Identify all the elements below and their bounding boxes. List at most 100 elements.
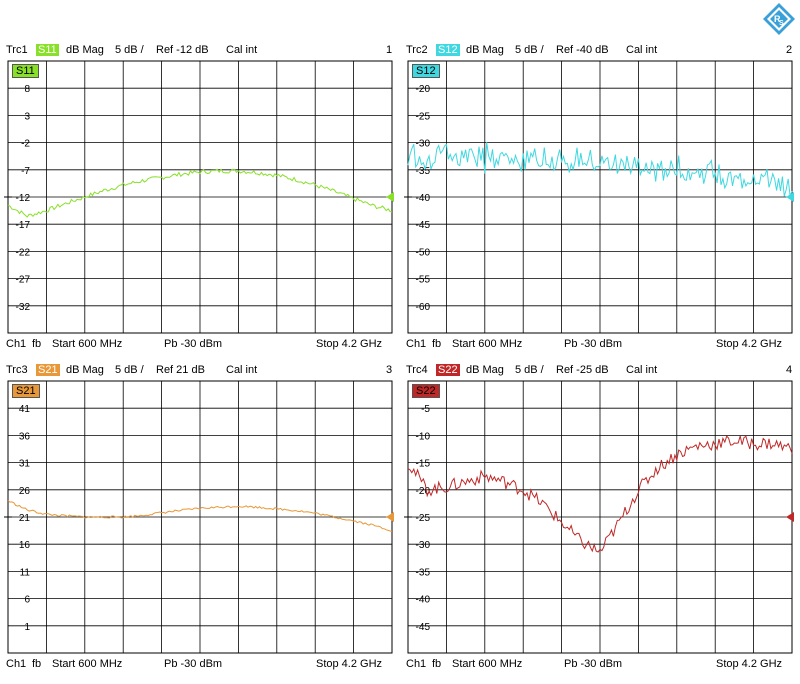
trace-plot: 8 3 -2 -7 -12 -17 -22 -27 -32 [4,60,394,334]
cal-label: Cal int [626,364,658,376]
trace-number: 4 [786,364,793,376]
y-tick-label: -25 [416,513,431,524]
trace-label: Trc2 [406,44,428,56]
trace-line-s11 [7,168,393,218]
y-tick-label: -20 [416,84,431,95]
stop-label: Stop 4.2 GHz [716,338,783,350]
param-chip[interactable]: S11 [36,44,59,56]
scale-label: 5 dB / [515,44,544,56]
power-label: Pb -30 dBm [564,658,623,670]
format-label: dB Mag [466,44,504,56]
y-tick-label: -55 [416,275,431,286]
y-tick-label: 6 [24,595,30,606]
ref-label: Ref -40 dB [556,44,609,56]
y-tick-label: -60 [416,302,431,313]
ref-label: Ref -25 dB [556,364,609,376]
trace-header: Trc3 S21 dB Mag 5 dB / Ref 21 dB Cal int 3 [2,360,398,378]
param-chip[interactable]: S21 [36,364,60,376]
y-tick-label: -12 [16,193,31,204]
start-label: Start 600 MHz [52,338,123,350]
y-tick-label: -35 [416,567,431,578]
trace-tag[interactable]: S12 [412,64,440,78]
channel-label: Ch1 [6,338,27,350]
cal-label: Cal int [626,44,658,56]
ref-marker-icon [786,512,794,522]
y-tick-label: -27 [16,275,31,286]
y-tick-label: 31 [19,459,31,470]
y-tick-label: -45 [416,220,431,231]
channel-footer: Ch1 fb Start 600 MHz Pb -30 dBm Stop 4.2 GHz [402,336,798,354]
svg-text:S: S [779,20,784,27]
trace-line-s21 [7,500,393,532]
channel-label: Ch1 [406,338,427,350]
y-tick-label: -15 [416,459,431,470]
y-tick-label: -17 [16,220,31,231]
power-label: Pb -30 dBm [164,658,223,670]
y-tick-label: 41 [19,404,31,415]
y-tick-label: -50 [416,247,431,258]
stop-label: Stop 4.2 GHz [316,658,383,670]
ref-marker-icon [386,192,394,202]
y-tick-label: -32 [16,302,31,313]
fb-label: fb [32,658,42,670]
y-tick-label: -30 [416,139,431,150]
trace-plot: -20 -25 -30 -35 -40 -45 -50 -55 -60 [404,60,794,334]
ref-marker-icon [386,512,394,522]
y-tick-label: -30 [416,540,431,551]
start-label: Start 600 MHz [452,338,523,350]
cal-label: Cal int [226,364,258,376]
trace-tag[interactable]: S21 [12,384,40,398]
format-label: dB Mag [66,364,104,376]
channel-footer: Ch1 fb Start 600 MHz Pb -30 dBm Stop 4.2 GHz [402,656,798,674]
y-tick-label: -2 [21,139,30,150]
y-tick-label: -7 [21,166,30,177]
trace-panel-3[interactable]: Trc3 S21 dB Mag 5 dB / Ref 21 dB Cal int 3 41 36… [2,360,400,680]
trace-header: Trc1 S11 dB Mag 5 dB / Ref -12 dB Cal int 1 [2,40,398,58]
y-tick-label: -10 [416,431,431,442]
y-tick-label: -5 [421,404,430,415]
channel-footer: Ch1 fb Start 600 MHz Pb -30 dBm Stop 4.2 GHz [2,656,398,674]
trace-number: 1 [386,44,393,56]
trace-tag[interactable]: S22 [412,384,440,398]
trace-header: Trc4 S22 dB Mag 5 dB / Ref -25 dB Cal int 4 [402,360,798,378]
scale-label: 5 dB / [515,364,544,376]
ref-label: Ref 21 dB [156,364,205,376]
y-tick-label: 21 [19,513,31,524]
start-label: Start 600 MHz [452,658,523,670]
y-tick-label: -40 [416,193,431,204]
y-tick-label: -20 [416,486,431,497]
trace-line-s12 [407,142,793,197]
y-tick-label: 36 [19,431,31,442]
trace-panel-1[interactable]: Trc1 S11 dB Mag 5 dB / Ref -12 dB Cal int 1 8 3 -… [2,40,400,360]
ref-label: Ref -12 dB [156,44,209,56]
format-label: dB Mag [66,44,104,56]
fb-label: fb [32,338,42,350]
y-tick-label: 26 [19,486,31,497]
trace-label: Trc4 [406,364,428,376]
fb-label: fb [432,338,442,350]
y-tick-label: -40 [416,595,431,606]
power-label: Pb -30 dBm [164,338,223,350]
y-tick-label: -35 [416,166,431,177]
param-chip[interactable]: S22 [436,364,460,376]
channel-footer: Ch1 fb Start 600 MHz Pb -30 dBm Stop 4.2 GHz [2,336,398,354]
trace-panel-4[interactable]: Trc4 S22 dB Mag 5 dB / Ref -25 dB Cal int 4 -5 -… [402,360,800,680]
fb-label: fb [432,658,442,670]
y-tick-label: -25 [416,111,431,122]
ref-marker-icon [786,192,794,202]
trace-tag[interactable]: S11 [12,64,39,78]
start-label: Start 600 MHz [52,658,123,670]
y-tick-label: 8 [24,84,30,95]
logo-icon: R S [763,3,795,35]
stop-label: Stop 4.2 GHz [716,658,783,670]
trace-panel-2[interactable]: Trc2 S12 dB Mag 5 dB / Ref -40 dB Cal int 2 -20… [402,40,800,360]
svg-text:R: R [774,14,781,24]
y-tick-label: -22 [16,247,31,258]
trace-plot: -5 -10 -15 -20 -25 -30 -35 -40 -45 [404,380,794,654]
y-tick-label: 1 [24,622,30,633]
y-tick-label: 16 [19,540,31,551]
trace-line-s22 [407,435,793,553]
scale-label: 5 dB / [115,364,144,376]
param-chip[interactable]: S12 [436,44,460,56]
format-label: dB Mag [466,364,504,376]
